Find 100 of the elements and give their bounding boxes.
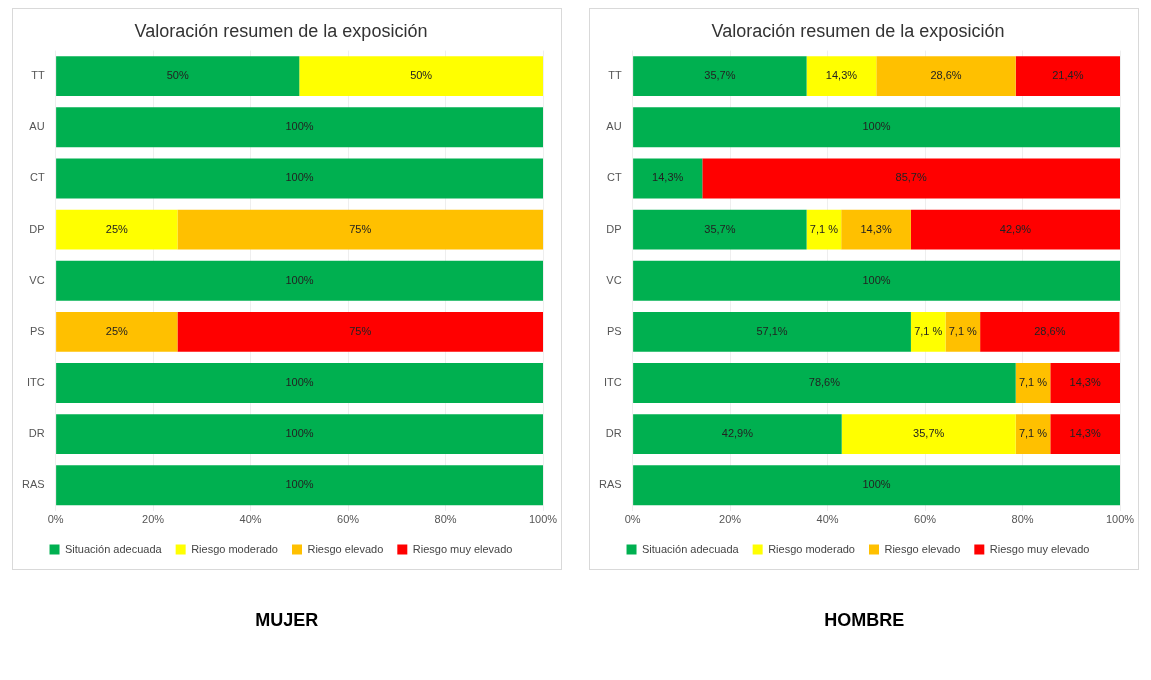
y-tick-label: TT [30, 69, 45, 82]
data-label: 14,3% [652, 171, 684, 184]
y-tick-label: RAS [21, 478, 45, 491]
legend-label: Riesgo muy elevado [412, 542, 513, 555]
x-tick-label: 80% [434, 513, 457, 526]
data-label: 75% [348, 222, 372, 235]
bar [633, 209, 807, 250]
legend-label: Riesgo elevado [884, 542, 961, 555]
x-tick-label: 40% [239, 513, 262, 526]
data-label: 25% [105, 324, 128, 337]
y-tick-label: CT [29, 171, 45, 184]
x-tick-label: 20% [719, 513, 742, 526]
data-label: 35,7% [704, 69, 736, 82]
y-tick-label: DR [605, 427, 622, 440]
data-label: 50% [166, 69, 189, 82]
bar [1015, 56, 1121, 97]
bar [806, 209, 842, 250]
bar [911, 311, 946, 352]
bar [702, 158, 1121, 199]
y-tick-label: TT [608, 69, 623, 82]
y-tick-label: RAS [599, 478, 622, 491]
data-label: 78,6% [809, 376, 841, 388]
y-tick-label: DR [28, 427, 45, 440]
legend-label: Riesgo elevado [307, 542, 384, 555]
legend-label: Situación adecuada [64, 542, 163, 555]
y-tick-label: PS [29, 324, 45, 337]
bar [55, 260, 543, 301]
text: HOMBRE [824, 610, 905, 631]
y-tick-label: ITC [26, 376, 45, 388]
data-label: 42,9% [1000, 222, 1032, 235]
bar [806, 56, 877, 97]
y-tick-label: ITC [604, 376, 622, 388]
y-tick-label: VC [29, 273, 45, 286]
data-label: 100% [285, 478, 314, 491]
data-label: 7,1 % [949, 324, 978, 337]
y-tick-label: DP [606, 222, 622, 235]
x-tick-label: 0% [624, 513, 642, 526]
data-label: 85,7% [895, 171, 928, 184]
chart-title: Valoración resumen de la exposición [711, 20, 1005, 41]
bar [633, 363, 1016, 403]
bar [841, 209, 912, 250]
legend-label: Riesgo moderado [190, 542, 278, 555]
bar [633, 56, 807, 97]
bar [633, 414, 842, 455]
y-tick-label: AU [606, 120, 622, 133]
bar [1015, 414, 1051, 455]
data-label: 50% [409, 69, 433, 82]
bar [633, 311, 912, 352]
bar [55, 363, 543, 403]
y-tick-label: CT [607, 171, 623, 184]
y-tick-label: AU [29, 120, 45, 133]
data-label: 35,7% [913, 427, 945, 440]
data-label: 7,1 % [914, 324, 943, 337]
bar [841, 414, 1016, 455]
data-label: 35,7% [704, 222, 736, 235]
x-tick-label: 20% [141, 513, 165, 526]
bar [911, 209, 1121, 250]
bar [177, 311, 543, 352]
x-tick-label: 0% [47, 513, 64, 526]
y-tick-label: DP [29, 222, 45, 235]
data-label: 100% [285, 427, 314, 440]
data-label: 42,9% [722, 427, 754, 440]
data-label: 14,3% [1069, 427, 1102, 440]
bar [55, 209, 178, 250]
y-tick-label: VC [606, 273, 622, 286]
bar [633, 260, 1121, 301]
legend-label: Situación adecuada [642, 542, 740, 555]
x-tick-label: 100% [1106, 513, 1135, 526]
y-tick-label: PS [607, 324, 622, 337]
legend-label: Riesgo muy elevado [990, 542, 1090, 555]
data-label: 75% [348, 324, 372, 337]
x-tick-label: 80% [1011, 513, 1034, 526]
data-label: 25% [105, 222, 128, 235]
data-label: 100% [285, 376, 314, 388]
data-label: 100% [285, 120, 314, 133]
data-label: 28,6% [1034, 324, 1066, 337]
data-label: 14,3% [826, 69, 858, 82]
x-tick-label: 60% [336, 513, 360, 526]
bar [55, 465, 543, 506]
bar [55, 56, 300, 97]
bar [1050, 363, 1121, 403]
data-label: 28,6% [930, 69, 963, 82]
data-label: 100% [862, 478, 892, 491]
data-label: 100% [285, 273, 314, 286]
bar [633, 107, 1121, 148]
data-label: 21,4% [1052, 69, 1084, 82]
bar [1015, 363, 1051, 403]
bar [177, 209, 543, 250]
bar [1050, 414, 1121, 455]
x-tick-label: 40% [816, 513, 840, 526]
data-label: 14,3% [1069, 376, 1102, 388]
data-label: 100% [862, 273, 892, 286]
bar [55, 311, 178, 352]
bar [299, 56, 543, 97]
data-label: 57,1% [756, 324, 789, 337]
data-label: 7,1 % [1019, 427, 1048, 440]
bar [55, 107, 543, 148]
data-label: 7,1 % [1019, 376, 1048, 388]
x-tick-label: 60% [914, 513, 937, 526]
x-tick-label: 100% [528, 513, 558, 526]
